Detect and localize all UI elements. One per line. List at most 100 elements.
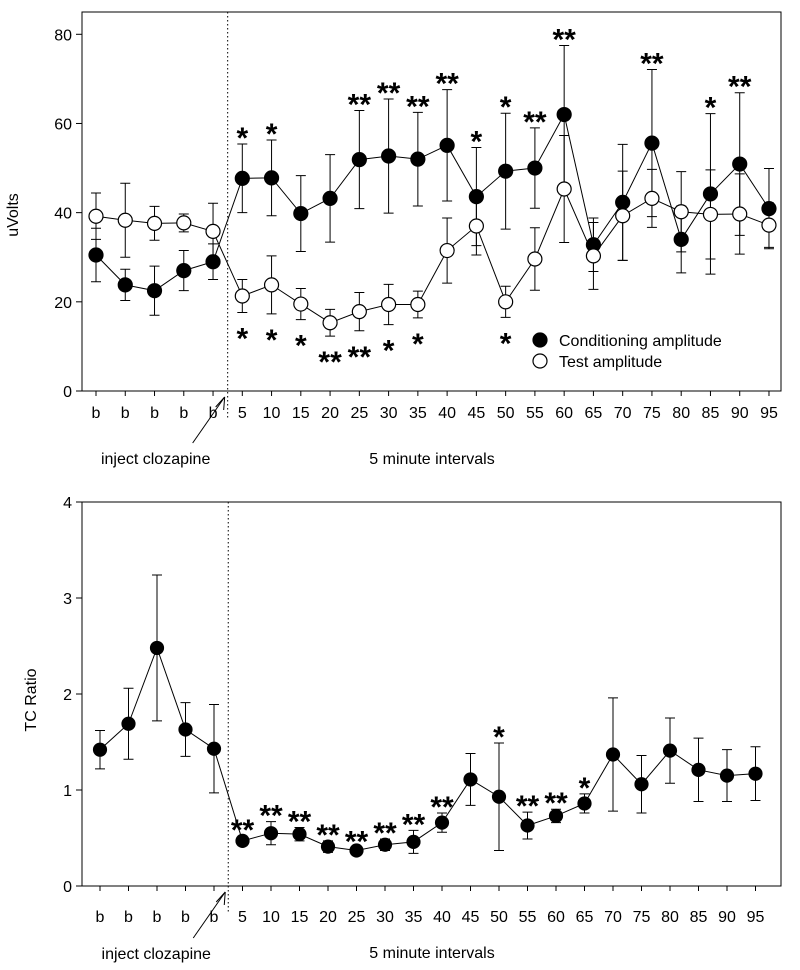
data-point [146,283,163,299]
data-point [577,796,592,811]
data-point [605,747,621,762]
data-point [146,215,163,231]
data-point [322,315,338,331]
x-tick-label: 30 [380,405,398,422]
data-point [205,254,221,270]
y-tick-label: 2 [63,687,72,704]
data-point [662,743,678,758]
legend-label: Test amplitude [559,354,662,371]
x-tick-label: b [92,405,101,422]
data-point [121,716,136,731]
data-point [644,135,660,151]
x-tick-label: 75 [643,405,661,422]
data-point [351,151,367,168]
data-point [702,186,719,202]
x-tick-label: 65 [585,405,603,422]
significance-label: ** [345,826,369,859]
x-tick-label: 40 [438,405,456,422]
data-point [205,223,221,239]
x-tick-label: 85 [702,405,720,422]
data-point [406,834,421,849]
data-point [691,762,706,777]
x-tick-label: 15 [291,909,309,926]
x-tick-label: 5 [238,405,247,422]
x-tick-label: 80 [672,405,690,422]
legend-marker [532,332,548,348]
x-tick-label: 50 [490,909,508,926]
significance-label: * [383,335,395,368]
data-point [178,722,193,737]
injection-arrow [192,891,226,939]
data-point [491,789,507,804]
data-point [732,206,748,222]
data-point [117,277,133,293]
data-point [263,277,280,293]
x-tick-label: 60 [555,405,573,422]
data-point [263,826,279,841]
significance-label: ** [406,90,430,123]
data-point [322,190,338,206]
significance-label: * [493,721,505,754]
data-point [748,766,763,781]
significance-label: ** [348,89,372,122]
significance-label: ** [402,808,426,841]
significance-label: ** [231,814,255,847]
significance-label: ** [523,106,547,139]
x-tick-label: 70 [604,909,622,926]
x-axis-label: 5 minute intervals [369,451,494,468]
arrow-head [215,891,226,906]
significance-label: ** [318,346,342,379]
data-point [234,288,250,304]
significance-label: * [579,772,591,805]
data-point [320,839,336,854]
y-tick-label: 3 [63,591,72,608]
injection-arrow [192,396,226,444]
significance-label: ** [728,71,752,104]
x-tick-label: 30 [376,909,394,926]
x-tick-label: b [210,909,219,926]
y-axis-label: uVolts [5,193,22,237]
data-point [263,170,280,186]
x-tick-label: b [124,909,133,926]
data-point [234,170,250,186]
data-point [615,208,631,224]
x-tick-label: 20 [321,405,339,422]
y-tick-label: 0 [63,879,72,896]
x-tick-label: 10 [262,909,280,926]
data-point [176,215,192,231]
y-tick-label: 1 [63,783,72,800]
plot-frame [81,11,782,392]
injection-label: inject clozapine [101,451,211,468]
significance-label: ** [552,23,576,56]
data-point [293,205,309,222]
data-point [351,304,367,320]
x-tick-label: 25 [348,909,366,926]
series-line [95,113,770,292]
data-point [292,827,307,842]
y-axis-label: TC Ratio [23,668,40,731]
y-tick-label: 0 [63,384,72,401]
significance-label: ** [435,68,459,101]
y-tick-label: 80 [54,27,72,44]
injection-label: inject clozapine [102,946,212,963]
data-point [634,777,649,792]
data-point [468,218,484,234]
significance-label: * [295,330,307,363]
data-point [615,194,631,210]
x-tick-label: 70 [614,405,632,422]
significance-label: ** [259,800,283,833]
x-tick-label: b [150,405,159,422]
significance-label: * [471,126,483,159]
plot-frame [81,501,782,887]
data-point [206,741,222,756]
significance-label: ** [640,48,664,81]
data-point [498,163,514,179]
data-point [149,640,165,656]
y-tick-label: 4 [63,495,72,512]
x-tick-label: 35 [405,909,423,926]
significance-label: ** [288,805,312,838]
x-tick-label: 50 [497,405,515,422]
data-point [468,188,484,205]
data-point [117,212,133,228]
significance-label: ** [377,77,401,110]
